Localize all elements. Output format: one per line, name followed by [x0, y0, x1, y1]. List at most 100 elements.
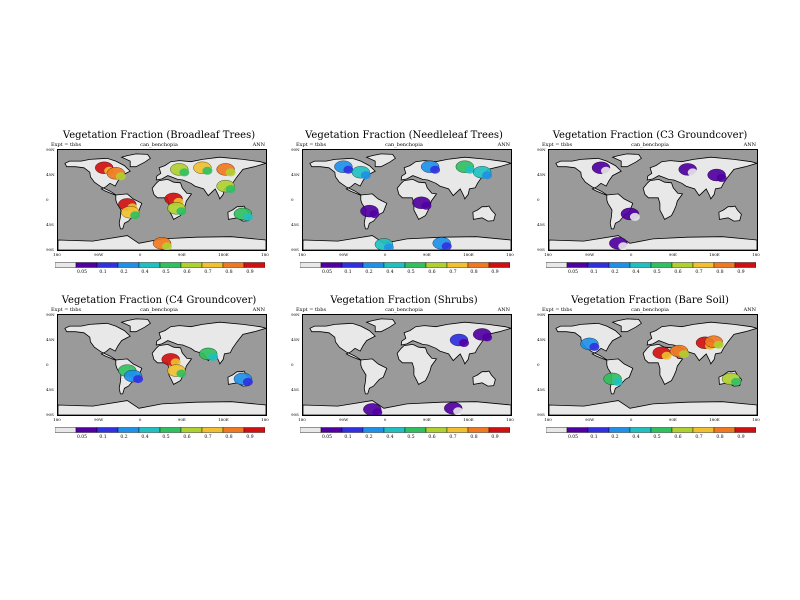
colorbar-segment: [138, 262, 161, 268]
colorbar-segment: [446, 427, 469, 433]
colorbar-label: 0.5: [162, 270, 170, 275]
colorbar-segment: [159, 427, 182, 433]
y-tick-label: 90S: [291, 412, 299, 417]
colorbar-segment: [222, 262, 245, 268]
chart-title: Vegetation Fraction (Shrubs): [330, 295, 478, 306]
chart-panel: Vegetation Fraction (C3 Groundcover) Expt…: [537, 130, 760, 280]
colorbar-label: 0.6: [674, 435, 682, 440]
continent-antarctica: [549, 235, 757, 250]
x-tick-label: 180: [506, 252, 514, 257]
model-label: can_benchopia: [385, 307, 423, 313]
colorbar-label: 0.1: [590, 435, 598, 440]
colorbar-label: 0.05: [76, 270, 88, 275]
colorbar-label: 0.1: [99, 270, 107, 275]
data-region: [601, 166, 611, 175]
colorbar-label: 0.05: [321, 435, 333, 440]
y-tick-label: 90S: [537, 412, 545, 417]
continent-eurasia: [646, 156, 757, 200]
x-tick-label: 0: [383, 417, 387, 422]
colorbar-segment: [650, 427, 673, 433]
colorbar-label: 0.2: [365, 435, 373, 440]
colorbar-segment: [96, 262, 119, 268]
colorbar-segment: [692, 262, 715, 268]
chart-panel: Vegetation Fraction (Bare Soil) Expt = tb…: [537, 295, 760, 445]
y-tick-label: 0: [291, 197, 294, 202]
chart-title: Vegetation Fraction (C4 Groundcover): [61, 295, 257, 306]
colorbar-segment: [362, 262, 385, 268]
colorbar-label: 0.9: [737, 435, 745, 440]
continent-greenland: [365, 318, 396, 333]
chart-panel: Vegetation Fraction (Broadleaf Trees) Exp…: [46, 130, 269, 280]
colorbar-segment: [713, 427, 736, 433]
y-tick-label: 90N: [537, 312, 546, 317]
model-label: can_benchopia: [140, 142, 178, 148]
colorbar-segment: [55, 262, 77, 268]
colorbar-segment: [201, 427, 224, 433]
map-area: [548, 314, 758, 416]
colorbar-label: 0.05: [76, 435, 88, 440]
data-region: [612, 377, 623, 386]
x-tick-label: 90E: [177, 252, 186, 257]
x-tick-label: 0: [383, 252, 387, 257]
model-label: can_benchopia: [631, 142, 669, 148]
y-tick-label: 90S: [537, 247, 545, 252]
colorbar-label: 0.8: [716, 435, 724, 440]
model-label: can_benchopia: [631, 307, 669, 313]
colorbar-label: 0.4: [632, 435, 640, 440]
x-tick-label: 180E: [709, 417, 720, 422]
continent-south-america: [360, 358, 388, 395]
colorbar-segment: [243, 427, 265, 433]
colorbar-segment: [671, 427, 694, 433]
colorbar-label: 0.7: [204, 435, 212, 440]
colorbar-segment: [671, 262, 694, 268]
colorbar-segment: [320, 427, 343, 433]
x-tick-label: 90E: [422, 417, 431, 422]
colorbar-label: 0.2: [611, 435, 619, 440]
x-tick-label: 90E: [177, 417, 186, 422]
colorbar-segment: [341, 262, 364, 268]
y-tick-label: 90N: [537, 147, 546, 152]
data-region: [242, 377, 253, 386]
chart-title: Vegetation Fraction (C3 Groundcover): [552, 130, 748, 141]
continent-eurasia: [155, 321, 266, 365]
data-region: [343, 165, 354, 174]
colorbar-segment: [300, 262, 322, 268]
colorbar-label: 0.4: [141, 270, 149, 275]
colorbar-segment: [341, 427, 364, 433]
colorbar-label: 0.05: [567, 270, 579, 275]
season-label: ANN: [743, 142, 756, 148]
colorbar-segment: [75, 427, 98, 433]
colorbar-label: 0.7: [204, 270, 212, 275]
data-region: [482, 171, 493, 180]
colorbar-segment: [180, 262, 203, 268]
colorbar-segment: [362, 427, 385, 433]
colorbar-label: 0.6: [183, 270, 191, 275]
continent-africa: [396, 343, 438, 385]
colorbar: 0.05 0.1 0.2 0.4 0.5 0.6 0.7 0.8 0.9: [300, 427, 510, 445]
data-region: [176, 369, 187, 378]
data-region: [430, 165, 441, 174]
colorbar: 0.05 0.1 0.2 0.4 0.5 0.6 0.7 0.8 0.9: [546, 262, 756, 280]
x-tick-label: 90W: [584, 252, 595, 257]
y-tick-label: 45N: [537, 172, 546, 177]
x-tick-label: 0: [138, 417, 142, 422]
continent-australia: [472, 370, 496, 387]
colorbar-segment: [404, 427, 427, 433]
colorbar-segment: [320, 262, 343, 268]
data-region: [115, 172, 126, 181]
y-tick-label: 0: [46, 362, 49, 367]
season-label: ANN: [252, 142, 265, 148]
colorbar-segment: [692, 427, 715, 433]
y-tick-label: 45S: [537, 222, 545, 227]
colorbar-segment: [159, 262, 182, 268]
y-tick-label: 90N: [291, 147, 300, 152]
colorbar-label: 0.4: [632, 270, 640, 275]
season-label: ANN: [743, 307, 756, 313]
colorbar-segment: [243, 262, 265, 268]
colorbar-label: 0.5: [162, 435, 170, 440]
colorbar-label: 0.7: [695, 435, 703, 440]
colorbar-segment: [117, 427, 140, 433]
continent-north-america: [64, 322, 131, 361]
data-region: [202, 166, 213, 175]
map-area: [57, 314, 267, 416]
